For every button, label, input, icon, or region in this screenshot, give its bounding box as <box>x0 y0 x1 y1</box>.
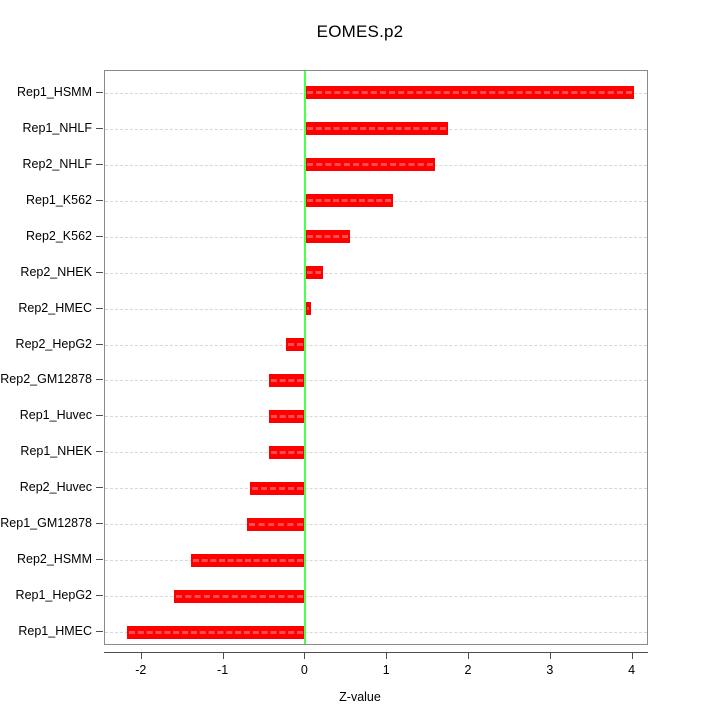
y-axis-tick-label: Rep1_K562 <box>25 192 92 207</box>
plot-area <box>104 70 648 645</box>
y-axis-tick-mark <box>96 91 103 93</box>
y-axis-tick-mark <box>96 415 103 417</box>
y-axis-label-group: Rep1_HSMM Rep1_NHLF Rep2_NHLF Rep1_K562 Rep2… <box>0 70 92 645</box>
x-axis-line <box>104 652 648 653</box>
x-axis-tick-mark <box>631 652 633 659</box>
y-axis-tick-label: Rep1_HepG2 <box>15 588 92 603</box>
x-axis-tick-mark <box>549 652 551 659</box>
y-axis-tick-label: Rep2_K562 <box>25 228 92 243</box>
gridline <box>105 236 647 238</box>
bar <box>305 122 448 136</box>
gridline <box>105 452 647 454</box>
bar <box>269 373 306 387</box>
y-axis-tick-mark <box>96 379 103 381</box>
bar <box>268 445 306 459</box>
x-axis-tick-label: 0 <box>300 663 308 677</box>
bar <box>305 86 635 100</box>
x-axis-tick-mark <box>140 652 142 659</box>
gridline <box>105 488 647 490</box>
zero-reference-line <box>304 71 307 644</box>
y-axis-tick-mark <box>96 163 103 165</box>
gridline <box>105 524 647 526</box>
y-axis-tick-label: Rep1_NHLF <box>22 120 92 135</box>
x-axis-tick-label: 4 <box>628 663 636 677</box>
y-axis-tick-label: Rep2_NHEK <box>20 264 92 279</box>
y-axis-tick-label: Rep2_Huvec <box>19 480 92 495</box>
gridline <box>105 416 647 418</box>
x-axis-title: Z-value <box>339 690 381 704</box>
bar <box>305 158 436 172</box>
y-axis-tick-label: Rep2_NHLF <box>22 156 92 171</box>
y-axis-tick-mark <box>96 631 103 633</box>
bar <box>190 553 306 567</box>
bar <box>268 409 306 423</box>
x-axis-tick-mark <box>222 652 224 659</box>
x-axis-tick-label: 2 <box>464 663 472 677</box>
y-axis-tick-mark <box>96 127 103 129</box>
y-axis-tick-label: Rep1_HMEC <box>18 624 92 639</box>
y-axis-tick-label: Rep2_HepG2 <box>15 336 92 351</box>
y-axis-tick-mark <box>96 487 103 489</box>
y-axis-tick-mark <box>96 343 103 345</box>
y-axis-tick-label: Rep1_NHEK <box>20 444 92 459</box>
gridline <box>105 308 647 310</box>
bar <box>305 230 351 244</box>
y-axis-tick-mark <box>96 559 103 561</box>
y-axis-tick-mark <box>96 271 103 273</box>
x-axis-tick-label: -2 <box>135 663 147 677</box>
y-axis-tick-label: Rep1_HSMM <box>16 84 92 99</box>
gridline <box>105 380 647 382</box>
gridline <box>105 344 647 346</box>
bar <box>285 338 306 352</box>
y-axis-tick-mark <box>96 199 103 201</box>
gridline <box>105 632 647 634</box>
y-axis-tick-mark <box>96 451 103 453</box>
bar <box>305 266 324 280</box>
bar <box>305 302 312 316</box>
y-axis-tick-label: Rep1_Huvec <box>19 408 92 423</box>
gridline <box>105 272 647 274</box>
chart-title: EOMES.p2 <box>316 22 404 41</box>
bar <box>305 194 393 208</box>
x-axis-tick-label: 3 <box>546 663 554 677</box>
gridline <box>105 596 647 598</box>
bar <box>173 589 306 603</box>
y-axis-tick-label: Rep1_GM12878 <box>0 516 92 531</box>
y-axis-tick-mark <box>96 307 103 309</box>
y-axis-tick-mark <box>96 595 103 597</box>
x-axis-tick-label: 1 <box>382 663 390 677</box>
y-axis-tick-group <box>96 70 104 645</box>
gridline <box>105 560 647 562</box>
y-axis-tick-label: Rep2_HMEC <box>18 300 92 315</box>
bar <box>127 625 306 639</box>
x-axis-tick-mark <box>304 652 306 659</box>
bar <box>249 481 306 495</box>
y-axis-tick-label: Rep2_GM12878 <box>0 372 92 387</box>
y-axis-tick-label: Rep2_HSMM <box>16 552 92 567</box>
x-axis-tick-mark <box>386 652 388 659</box>
y-axis-tick-mark <box>96 235 103 237</box>
bar <box>246 517 306 531</box>
y-axis-tick-mark <box>96 523 103 525</box>
x-axis-tick-label: -1 <box>217 663 229 677</box>
x-axis-tick-mark <box>468 652 470 659</box>
